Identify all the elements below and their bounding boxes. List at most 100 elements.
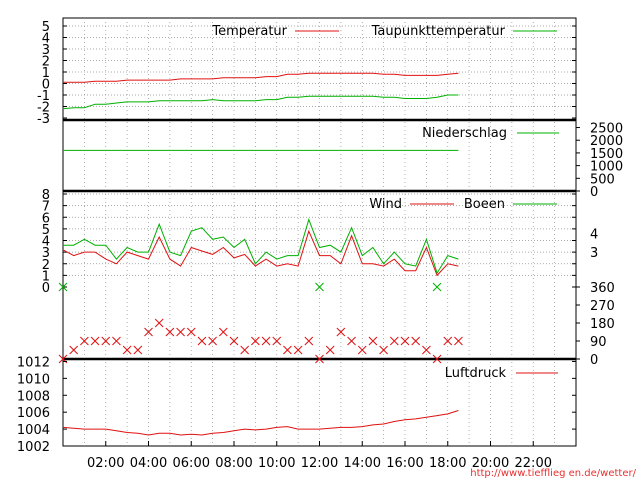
series-line-taupunkttemperatur [62,94,459,110]
y-tick-label: 1002 [17,440,50,455]
x-tick-label: 12:00 [301,456,338,471]
wind-direction-point [80,336,89,346]
wind-direction-point [411,336,421,346]
y-tick-label: 4 [42,32,50,47]
y-tick-label: 90 [590,335,607,350]
wind-direction-point [379,345,388,355]
x-tick-label: 04:00 [130,456,167,471]
wind-direction-point [144,327,153,337]
wind-direction-point [176,327,185,337]
y-tick-label: 3 [42,43,50,58]
wind-direction-point [293,345,303,355]
y-tick-label: 8 [42,188,50,203]
legend-label: Taupunkttemperatur [371,24,506,39]
legend-label: Temperatur [211,24,287,39]
y-tick-label: 1008 [17,389,50,404]
panel-wind [58,193,576,292]
wind-direction-point [90,336,100,346]
series-line-luftdruck [62,410,459,436]
x-tick-label: 16:00 [386,456,423,471]
y-tick-label: 0 [590,185,598,200]
y-tick-label: 360 [590,281,615,296]
y-tick-label: -2 [37,101,50,116]
legend-label: Luftdruck [445,366,507,381]
wind-direction-point [165,327,175,337]
wind-direction-point [357,345,367,355]
y-tick-label: 500 [590,172,615,187]
wind-direction-point [133,345,143,355]
wind-direction-point [315,354,324,364]
wind-direction-point [347,336,356,346]
source-url: http://www.tiefflieg en.de/wetter/ [470,468,636,479]
y-tick-label: 3 [42,246,50,261]
wind-direction-point [112,336,121,346]
y-tick-label: 0 [590,353,598,368]
wind-direction-point [218,327,228,337]
wind-direction-point [389,336,399,346]
wind-direction-point [400,336,410,346]
wind-direction-point [272,336,282,346]
y-tick-label: 5 [42,20,50,35]
x-tick-label: 02:00 [87,456,124,471]
wind-direction-point [101,336,111,346]
right-axis-label: 3 [590,246,598,261]
x-tick-label: 10:00 [258,456,295,471]
y-tick-label: 7 [42,200,50,215]
wind-direction-point [325,345,335,355]
panel-precipitation [63,127,580,192]
x-tick-label: 08:00 [215,456,252,471]
series-line-temperatur [63,72,459,83]
vertical-gridlines [84,18,555,446]
wind-direction-point [122,345,132,355]
wind-direction-point [432,354,442,364]
y-tick-label: 270 [590,299,615,314]
wind-direction-point [283,345,292,355]
y-tick-label: 1012 [17,355,50,370]
x-tick-label: 06:00 [173,456,210,471]
y-tick-label: 0 [42,78,50,93]
y-tick-label: 1006 [17,406,50,421]
direction-marker [432,282,442,292]
y-tick-label: -3 [37,112,50,127]
y-tick-label: 180 [590,317,615,332]
y-tick-label: 2 [42,55,50,70]
x-tick-label: 20:00 [472,456,509,471]
wind-direction-point [229,336,239,346]
wind-direction-point [251,336,260,346]
wind-direction-point [186,327,196,337]
wind-direction-point [240,345,250,355]
wind-direction-point [261,336,271,346]
wind-direction-point [154,318,164,328]
wind-direction-point [197,336,207,346]
legend-label: Wind [369,197,402,212]
y-tick-label: 0 [42,281,50,296]
wind-direction-point [336,327,346,337]
y-tick-label: 6 [42,211,50,226]
y-tick-label: 2500 [590,122,623,137]
y-tick-label: 1 [42,269,50,284]
panel-pressure [62,360,576,447]
series-line-boeen [63,218,459,275]
direction-marker [315,282,324,292]
x-tick-label: 22:00 [515,456,552,471]
panel-wind-direction [58,286,580,364]
wind-direction-point [454,336,463,346]
y-tick-label: 1004 [17,423,50,438]
x-tick-label: 18:00 [429,456,466,471]
wind-direction-point [69,345,79,355]
wind-direction-point [368,336,378,346]
wind-direction-point [304,336,314,346]
y-tick-label: 1500 [590,147,623,162]
y-tick-label: 1 [42,66,50,81]
wind-direction-point [208,336,217,346]
wind-direction-point [422,345,431,355]
legend-label: Niederschlag [422,126,507,141]
series-line-wind [62,229,459,277]
panel-temperature [62,25,576,119]
y-tick-label: 4 [42,235,50,250]
y-tick-label: 2 [42,258,50,273]
wind-direction-point [443,336,453,346]
direction-marker [58,282,68,292]
y-tick-label: -1 [37,89,50,104]
